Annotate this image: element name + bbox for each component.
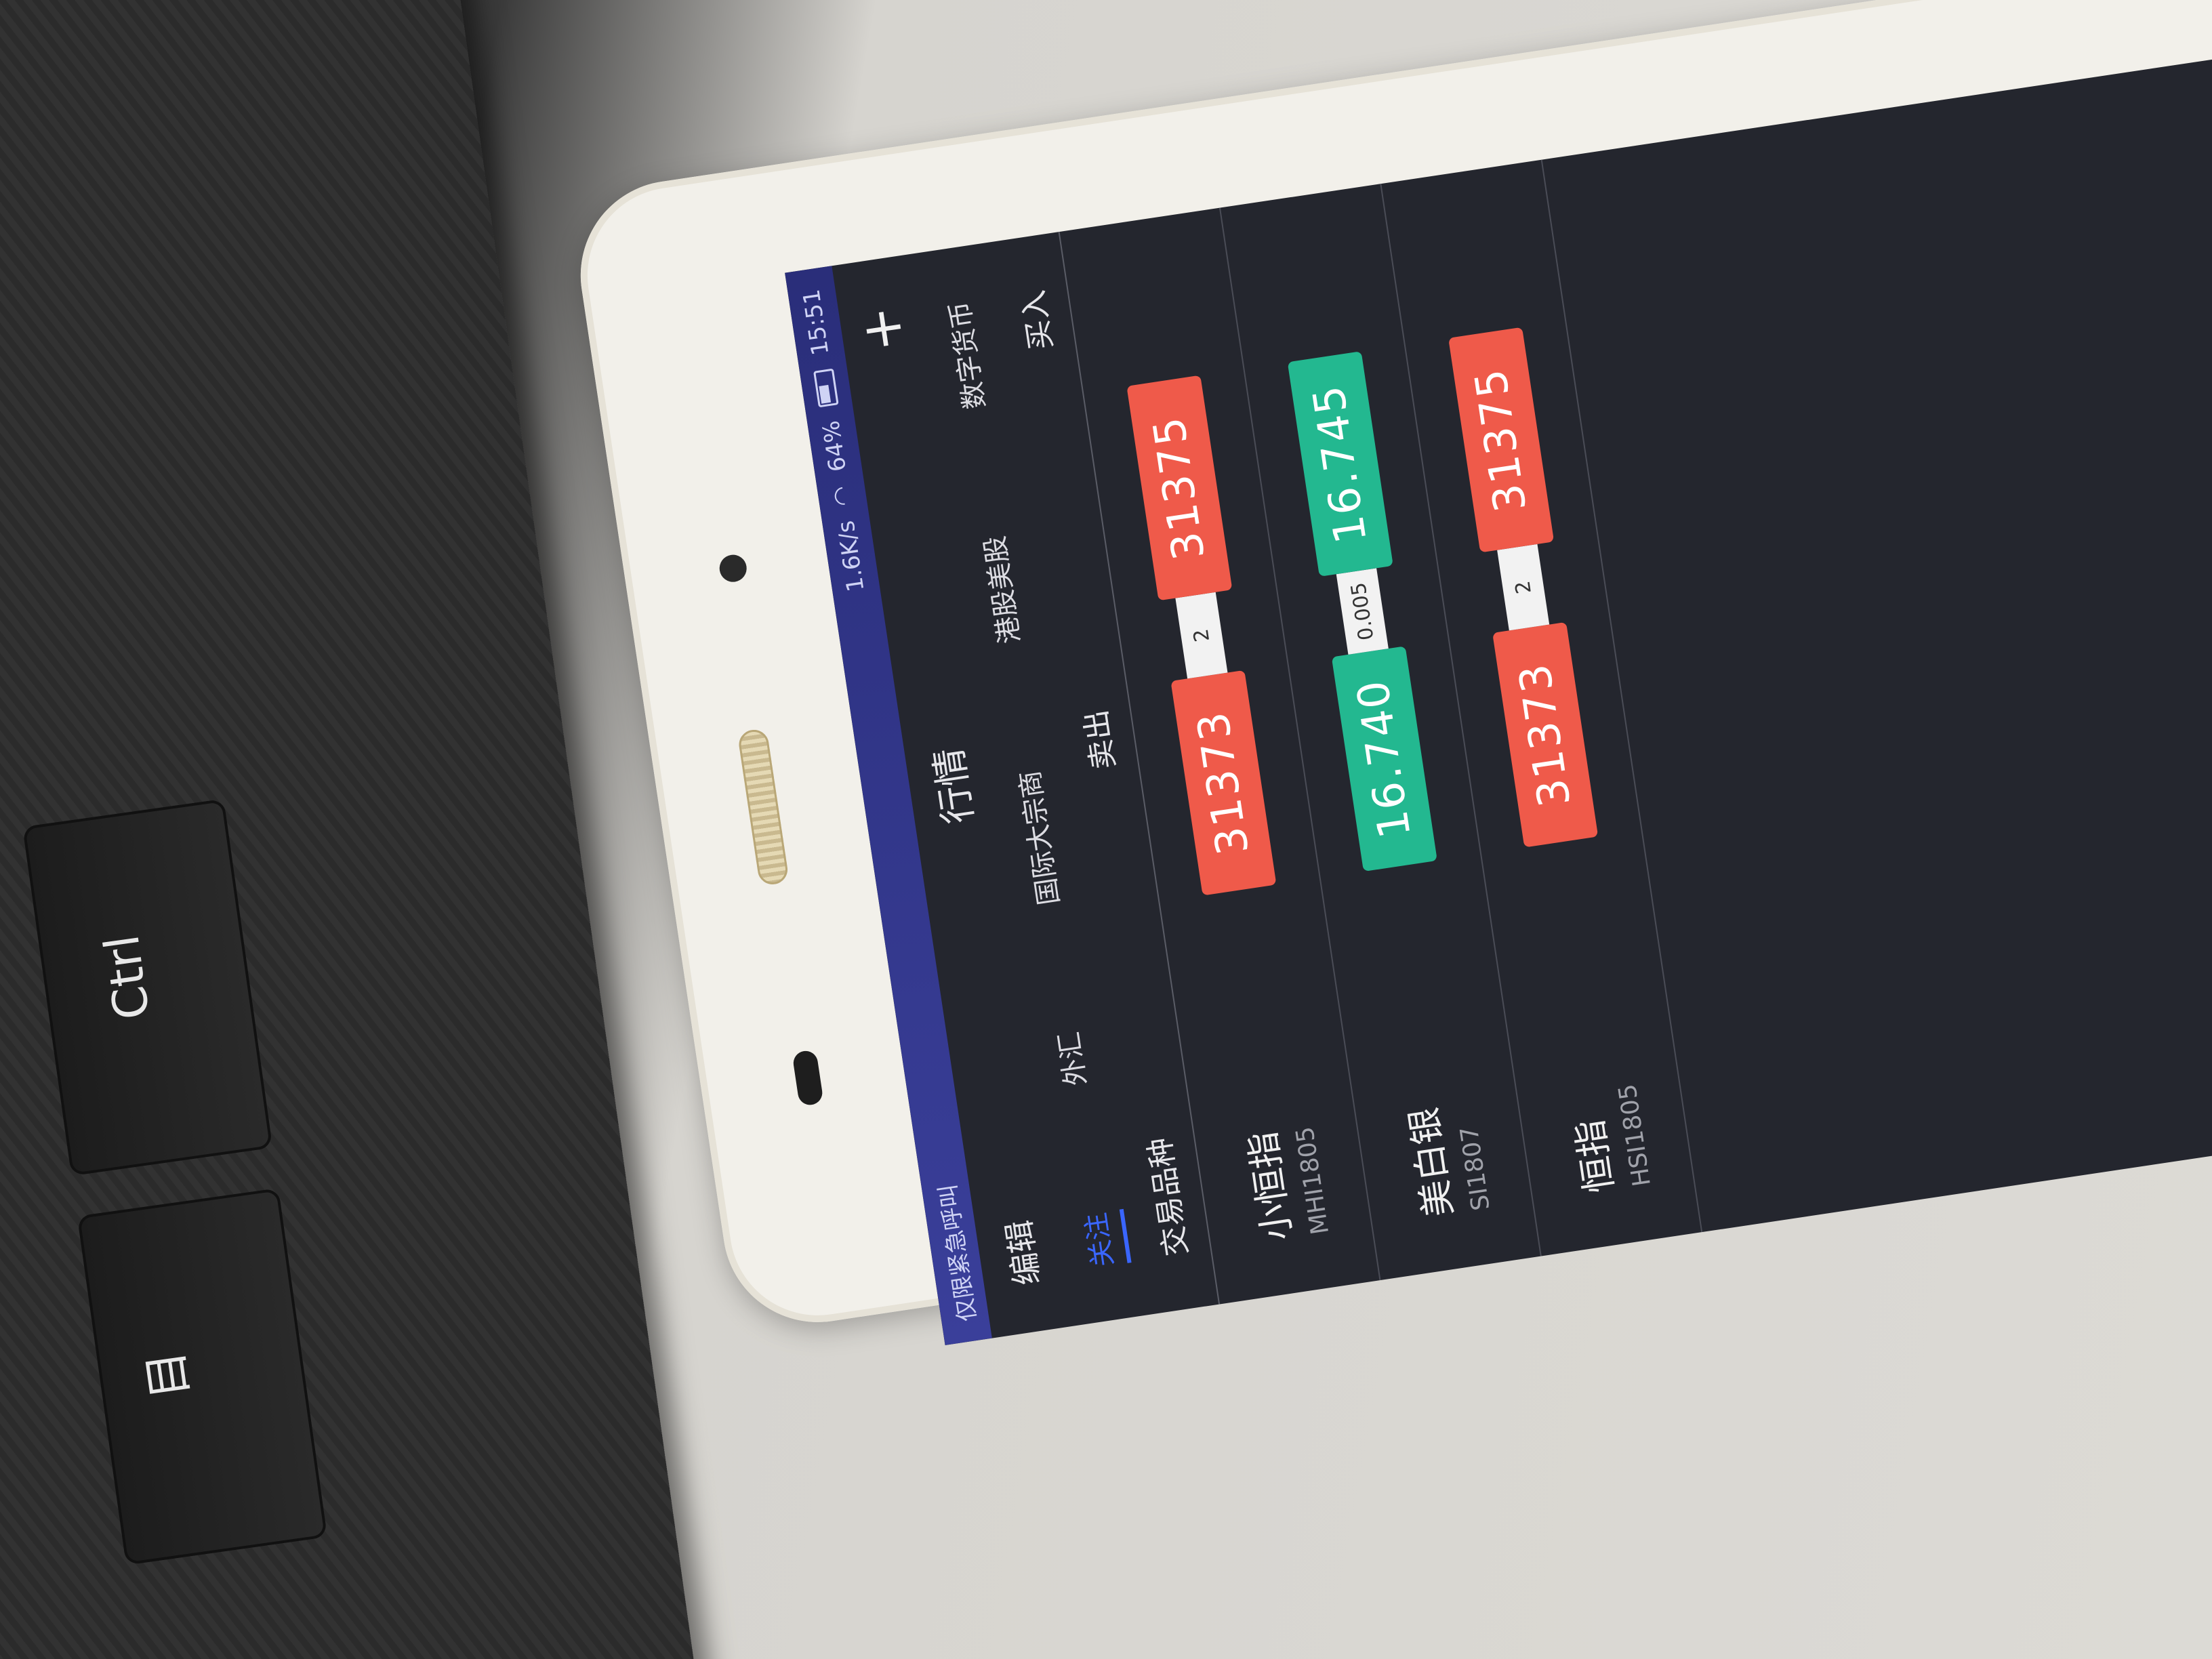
phone-screen: 仅限紧急呼叫 1.6K/s ◠ 64% 15:51 编辑 行情 +	[785, 26, 2212, 1346]
net-speed: 1.6K/s	[832, 518, 870, 594]
menu-key: 目	[77, 1187, 328, 1565]
tab-watchlist[interactable]: 关注	[1074, 1210, 1121, 1270]
wifi-icon: ◠	[827, 484, 857, 508]
spread-badge: 2	[1175, 592, 1228, 679]
phone-body: 仅限紧急呼叫 1.6K/s ◠ 64% 15:51 编辑 行情 +	[567, 0, 2212, 1346]
spread-badge: 2	[1497, 544, 1550, 631]
page-title: 行情	[926, 745, 982, 827]
edit-button[interactable]: 编辑	[1000, 1217, 1048, 1288]
buy-price-button[interactable]: 16.745	[1287, 351, 1393, 577]
sell-price-button[interactable]: 31373	[1492, 621, 1599, 848]
ctrl-key-label: Ctrl	[94, 931, 161, 1023]
menu-key-label: 目	[137, 1347, 199, 1403]
sell-price-button[interactable]: 16.740	[1331, 646, 1437, 872]
tab-hk-us-stocks[interactable]: 港股美股	[979, 533, 1027, 646]
battery-percent: 64%	[817, 418, 853, 474]
screen-content: 仅限紧急呼叫 1.6K/s ◠ 64% 15:51 编辑 行情 +	[785, 26, 2212, 1346]
tab-crypto[interactable]: 数字货币	[944, 299, 991, 411]
spread-badge: 0.005	[1336, 568, 1389, 655]
instrument-cell: 恒指 HSI1805	[1519, 836, 1656, 1197]
proximity-sensor	[792, 1049, 824, 1107]
buy-price-button[interactable]: 31375	[1448, 327, 1555, 553]
buy-price-button[interactable]: 31375	[1126, 375, 1233, 601]
earpiece-speaker	[737, 727, 790, 886]
clock: 15:51	[798, 287, 835, 357]
sell-price-button[interactable]: 31373	[1170, 670, 1277, 896]
ctrl-key: Ctrl	[22, 798, 273, 1176]
battery-icon	[813, 368, 839, 408]
instrument-cell: 小恒指 MHI1805	[1197, 884, 1335, 1245]
tab-forex[interactable]: 外汇	[1053, 1029, 1092, 1088]
tab-commodities[interactable]: 国际大宗商	[1014, 768, 1065, 907]
front-camera-icon	[717, 552, 749, 584]
plus-icon[interactable]: +	[847, 302, 917, 356]
instrument-cell: 美白银 SI1807	[1357, 859, 1496, 1221]
phone: 仅限紧急呼叫 1.6K/s ◠ 64% 15:51 编辑 行情 +	[556, 0, 2212, 1389]
